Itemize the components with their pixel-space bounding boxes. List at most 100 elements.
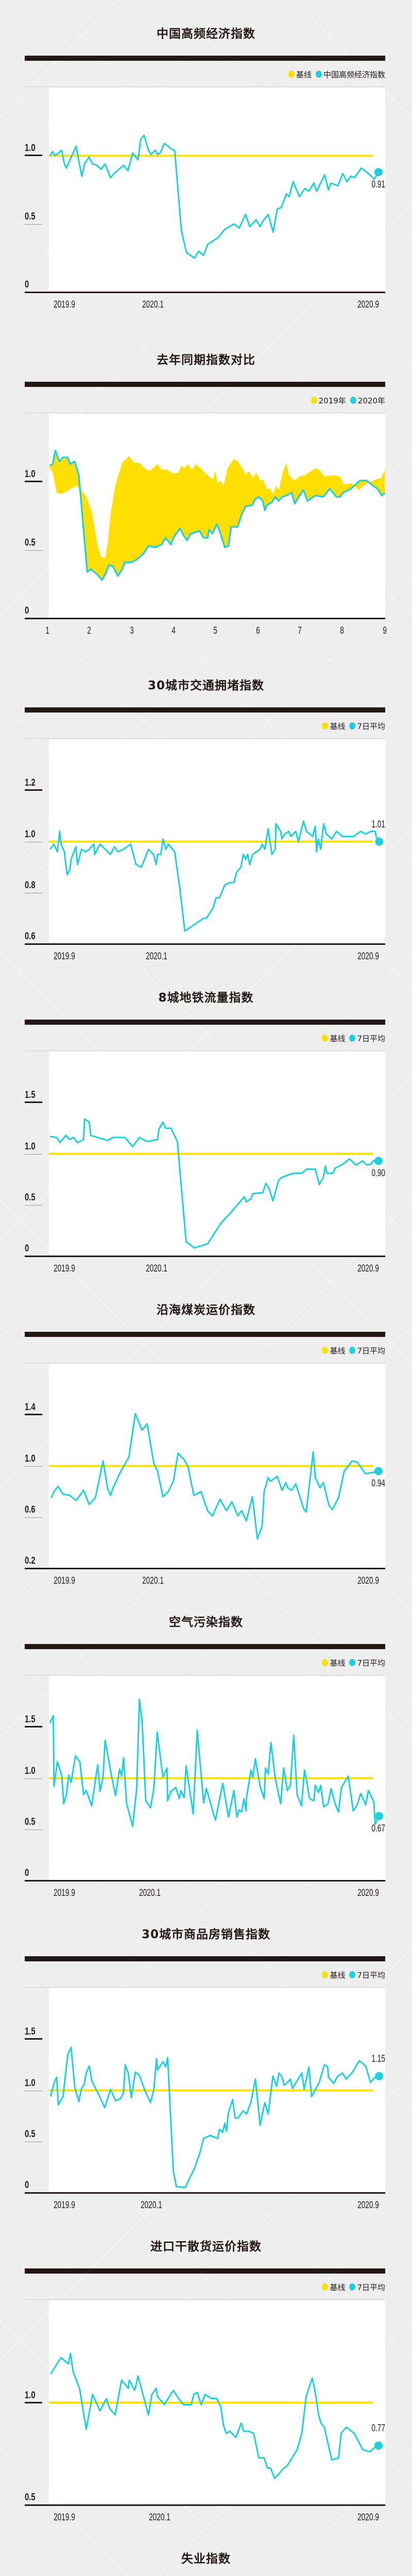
x-tick-label: 2020.9 [357, 1888, 380, 1899]
chart-title: 中国高频经济指数 [157, 27, 255, 41]
x-axis-line [25, 618, 385, 619]
y-tick-label: 1.0 [25, 1141, 36, 1152]
legend-dot-cyan-icon [349, 1659, 356, 1666]
legend-label: 7日平均 [357, 1970, 385, 1980]
series-line [49, 2046, 380, 2189]
legend-label: 基线 [330, 1346, 346, 1355]
title-bar [25, 707, 385, 713]
legend-label: 基线 [330, 1970, 346, 1980]
y-tick-label: 0.5 [25, 2128, 36, 2140]
y-tick-label: 1.0 [25, 143, 36, 154]
x-tick-label: 1 [45, 625, 49, 636]
y-tick-label: 0 [25, 1868, 29, 1878]
chart-legend: 基线 7日平均 [318, 1969, 385, 1981]
x-axis-line [25, 1568, 385, 1569]
y-tick-mark [25, 1466, 42, 1467]
last-value-label: 0.91 [371, 179, 385, 191]
y-tick-label: 1.0 [25, 1765, 36, 1776]
chart-title: 8城地铁流量指数 [158, 991, 254, 1005]
y-tick-label: 1.0 [25, 2077, 36, 2089]
chart-legend: 基线 7日平均 [318, 720, 385, 732]
legend-item: 7日平均 [349, 2282, 385, 2293]
chart-svg [49, 1118, 383, 1249]
chart-legend: 基线 7日平均 [318, 2281, 385, 2293]
chart-legend: 基线 7日平均 [318, 1344, 385, 1357]
legend-item: 7日平均 [349, 721, 385, 732]
legend-dot-cyan-icon [349, 1035, 356, 1042]
x-tick-label: 2019.9 [54, 299, 75, 310]
x-tick-label: 2019.9 [54, 2200, 75, 2211]
x-tick-label: 6 [256, 625, 260, 636]
y-tick-label: 0.2 [25, 1555, 36, 1566]
x-tick-label: 4 [171, 625, 176, 636]
x-tick-label: 2020.1 [146, 1263, 167, 1274]
y-tick-mark [25, 1154, 42, 1155]
legend-item: 基线 [322, 1345, 345, 1356]
y-tick-mark [25, 1517, 42, 1518]
y-tick-mark [25, 1205, 42, 1206]
legend-label: 中国高频经济指数 [323, 70, 385, 79]
last-value-label: 0.94 [371, 1478, 385, 1489]
y-tick-label: 1.5 [25, 2026, 36, 2038]
legend-item: 2019年 [311, 395, 346, 406]
x-tick-label: 2 [87, 625, 92, 636]
x-tick-label: 2019.9 [54, 1888, 75, 1899]
x-axis-line [25, 1880, 385, 1882]
series-2020-line [49, 449, 386, 581]
y-tick-mark [25, 550, 42, 551]
x-tick-label: 2020.9 [357, 1263, 380, 1274]
legend-label: 7日平均 [357, 721, 385, 731]
chart-legend: 基线 7日平均 [318, 1656, 385, 1669]
legend-dot-yellow-icon [288, 71, 295, 78]
legend-item: 7日平均 [349, 1033, 385, 1044]
chart-title: 30城市交通拥堵指数 [147, 679, 264, 692]
chart-title: 空气污染指数 [169, 1616, 243, 1629]
legend-dot-yellow-icon [322, 1347, 329, 1354]
last-point-dot [374, 2441, 383, 2450]
legend-dot-yellow-icon [322, 1035, 329, 1042]
x-tick-label: 7 [298, 625, 302, 636]
y-tick-mark [25, 1778, 42, 1779]
legend-label: 7日平均 [357, 2282, 385, 2292]
legend-item: 7日平均 [349, 1657, 385, 1668]
legend-label: 7日平均 [357, 1658, 385, 1668]
y-tick-label: 1.4 [25, 1402, 36, 1413]
series-line [49, 820, 380, 932]
y-tick-mark [25, 2038, 42, 2040]
series-2019-area [49, 450, 385, 580]
x-tick-label: 2020.9 [357, 951, 380, 962]
y-tick-label: 0 [25, 2180, 29, 2191]
legend-dot-yellow-icon [322, 1659, 329, 1666]
title-bar [25, 1956, 385, 1961]
legend-label: 基线 [296, 70, 312, 79]
x-tick-label: 2020.1 [139, 1888, 161, 1899]
legend-dot-yellow-icon [322, 722, 329, 730]
y-tick-mark [25, 1414, 42, 1416]
legend-divider [25, 1987, 385, 1988]
x-axis-line [25, 292, 385, 293]
x-tick-label: 2019.9 [54, 2512, 75, 2523]
x-tick-label: 5 [213, 625, 218, 636]
y-tick-label: 0 [25, 605, 29, 616]
chart-svg [49, 1699, 384, 1827]
title-bar [25, 1644, 385, 1649]
y-tick-label: 0.6 [25, 1504, 36, 1515]
title-bar [25, 1020, 385, 1025]
legend-divider [25, 1050, 385, 1051]
series-line [49, 1699, 380, 1827]
x-tick-label: 2020.9 [357, 2512, 380, 2523]
y-tick-label: 1.0 [25, 469, 36, 480]
legend-label: 基线 [330, 721, 346, 731]
x-tick-label: 3 [129, 625, 134, 636]
chart-legend: 基线 7日平均 [318, 1032, 385, 1044]
legend-dot-yellow-icon [322, 2283, 329, 2291]
y-tick-label: 0 [25, 1243, 29, 1254]
y-tick-label: 0.6 [25, 931, 36, 942]
series-line [50, 1413, 379, 1540]
chart-title: 去年同期指数对比 [157, 353, 255, 367]
legend-item: 基线 [322, 2282, 345, 2293]
legend-dot-yellow-icon [322, 1971, 329, 1978]
x-tick-label: 2020.9 [357, 2200, 380, 2211]
y-tick-label: 1.5 [25, 1714, 36, 1725]
legend-item: 中国高频经济指数 [315, 69, 385, 80]
